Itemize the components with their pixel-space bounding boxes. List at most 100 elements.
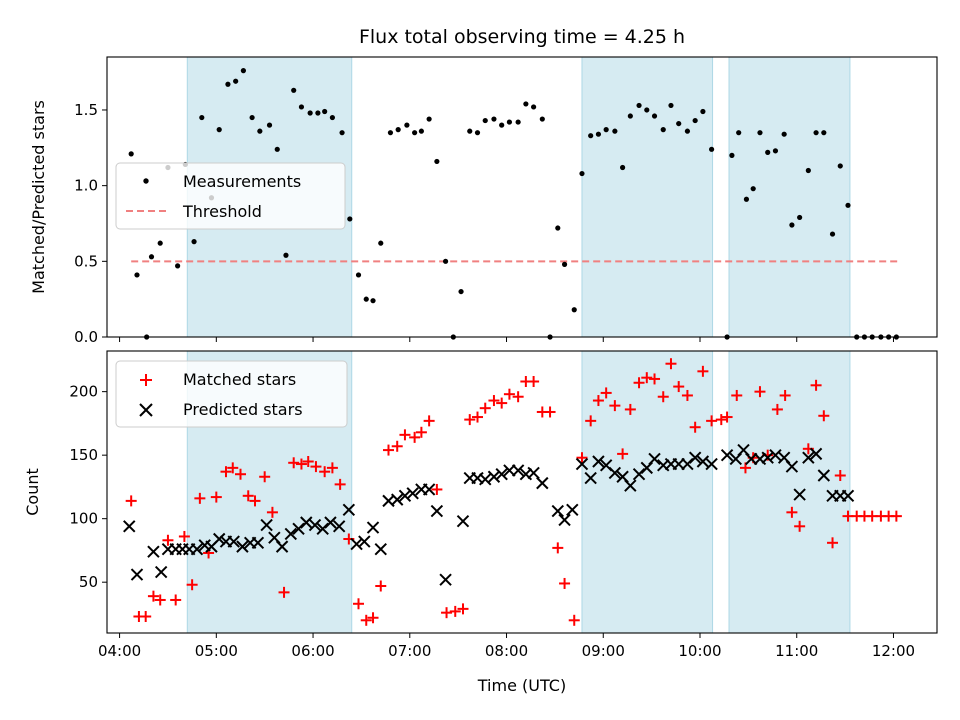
- matched-star-point: [779, 389, 791, 401]
- predicted-star-stroke-b: [551, 504, 564, 518]
- matched-star-point: [576, 452, 588, 464]
- top-ytick-label: 1.5: [74, 101, 98, 119]
- matched-star-point: [600, 387, 612, 399]
- matched-star-point: [715, 414, 727, 426]
- predicted-star-stroke-b: [817, 469, 831, 482]
- predicted-star-stroke-b: [575, 457, 589, 471]
- predicted-star-point: [366, 521, 380, 534]
- predicted-star-stroke-b: [130, 568, 144, 581]
- predicted-star-point: [300, 516, 313, 529]
- predicted-star-point: [802, 451, 815, 464]
- matched-star-point: [449, 605, 461, 617]
- bottom-ytick-label: 150: [69, 446, 98, 464]
- predicted-star-stroke-b: [190, 542, 204, 556]
- measurement-point: [283, 252, 289, 258]
- predicted-star-point: [527, 466, 540, 480]
- bottom-x-axis-label: Time (UTC): [477, 676, 566, 695]
- matched-star-point: [399, 429, 411, 441]
- bottom-legend: Matched stars Predicted stars: [115, 360, 348, 428]
- measurement-point: [128, 151, 134, 157]
- matched-star-point: [140, 610, 152, 622]
- predicted-star-stroke-b: [688, 451, 702, 464]
- bottom-ytick-label: 50: [79, 573, 98, 591]
- matched-star-point: [383, 444, 395, 456]
- matched-star-point: [319, 466, 331, 478]
- predicted-star-point: [456, 515, 470, 528]
- measurement-point: [813, 130, 819, 136]
- measurement-point: [736, 130, 742, 136]
- measurement-point: [757, 130, 763, 136]
- matched-star-point: [706, 415, 718, 427]
- measurement-point: [636, 102, 642, 109]
- legend-predicted-marker: [139, 403, 153, 417]
- matched-star-point: [771, 403, 783, 415]
- top-x-ticks: [119, 337, 894, 342]
- matched-star-point: [697, 365, 709, 377]
- matched-star-point: [227, 462, 239, 474]
- matched-star-point: [544, 406, 556, 418]
- predicted-star-point: [575, 457, 589, 471]
- predicted-star-point: [147, 545, 160, 558]
- predicted-star-point: [688, 451, 702, 464]
- matched-star-point: [496, 397, 508, 409]
- bottom-panel: 50 100 150 200 04:00 05:00 06:00 07:00 08:00 09:…: [23, 350, 938, 695]
- predicted-star-stroke-b: [536, 476, 549, 490]
- predicted-star-stroke-b: [584, 471, 597, 485]
- measurement-point: [404, 122, 410, 128]
- measurement-point: [612, 128, 618, 134]
- predicted-star-stroke-b: [841, 489, 855, 503]
- predicted-star-point: [841, 489, 855, 503]
- matched-star-point: [310, 461, 322, 473]
- predicted-star-stroke-b: [566, 503, 579, 516]
- measurement-point: [216, 127, 222, 133]
- predicted-star-point: [190, 542, 204, 556]
- measurement-point: [797, 214, 803, 221]
- predicted-star-stroke-b: [324, 516, 337, 529]
- matched-star-point: [585, 415, 597, 427]
- measurement-point: [266, 122, 273, 128]
- measurement-point: [249, 114, 255, 121]
- predicted-star-stroke-b: [391, 493, 404, 506]
- measurement-point: [765, 149, 771, 155]
- predicted-star-point: [551, 504, 564, 518]
- predicted-star-stroke-b: [374, 542, 387, 556]
- predicted-star-stroke-b: [154, 565, 168, 579]
- matched-star-point: [278, 586, 290, 598]
- measurement-point: [603, 127, 609, 133]
- predicted-star-stroke-b: [737, 443, 750, 457]
- measurement-point: [395, 127, 401, 133]
- predicted-star-stroke-b: [720, 448, 734, 462]
- measurement-point: [474, 130, 481, 136]
- bottom-xtick-label: 11:00: [775, 642, 818, 660]
- bottom-ytick-label: 100: [69, 510, 98, 528]
- matched-star-point: [754, 386, 766, 398]
- predicted-star-point: [284, 527, 298, 541]
- top-ytick-label: 0.0: [74, 328, 98, 346]
- measurement-point: [750, 186, 756, 192]
- measurement-point: [148, 254, 155, 260]
- measurement-point: [370, 298, 376, 304]
- predicted-star-stroke-b: [777, 451, 791, 464]
- bottom-xtick-label: 05:00: [195, 642, 238, 660]
- predicted-star-point: [495, 468, 508, 481]
- matched-star-point: [552, 542, 564, 554]
- matched-star-point: [681, 389, 693, 401]
- bottom-axes-frame: [106, 350, 938, 634]
- predicted-star-point: [308, 518, 322, 532]
- predicted-star-stroke-b: [809, 447, 823, 461]
- predicted-star-stroke-b: [260, 518, 273, 532]
- measurement-point: [651, 113, 658, 119]
- predicted-star-stroke-b: [456, 515, 470, 528]
- matched-star-point: [818, 410, 830, 422]
- predicted-star-point: [720, 448, 734, 462]
- predicted-star-point: [398, 489, 412, 503]
- measurement-point: [298, 104, 305, 110]
- bottom-y-ticks: 50 100 150 200: [69, 383, 107, 591]
- matched-star-point: [568, 614, 580, 626]
- predicted-star-point: [511, 464, 525, 477]
- predicted-star-stroke-b: [398, 489, 412, 503]
- matched-star-point: [162, 534, 174, 546]
- predicted-star-point: [487, 470, 501, 483]
- measurement-point: [595, 131, 602, 137]
- measurement-point: [434, 158, 440, 165]
